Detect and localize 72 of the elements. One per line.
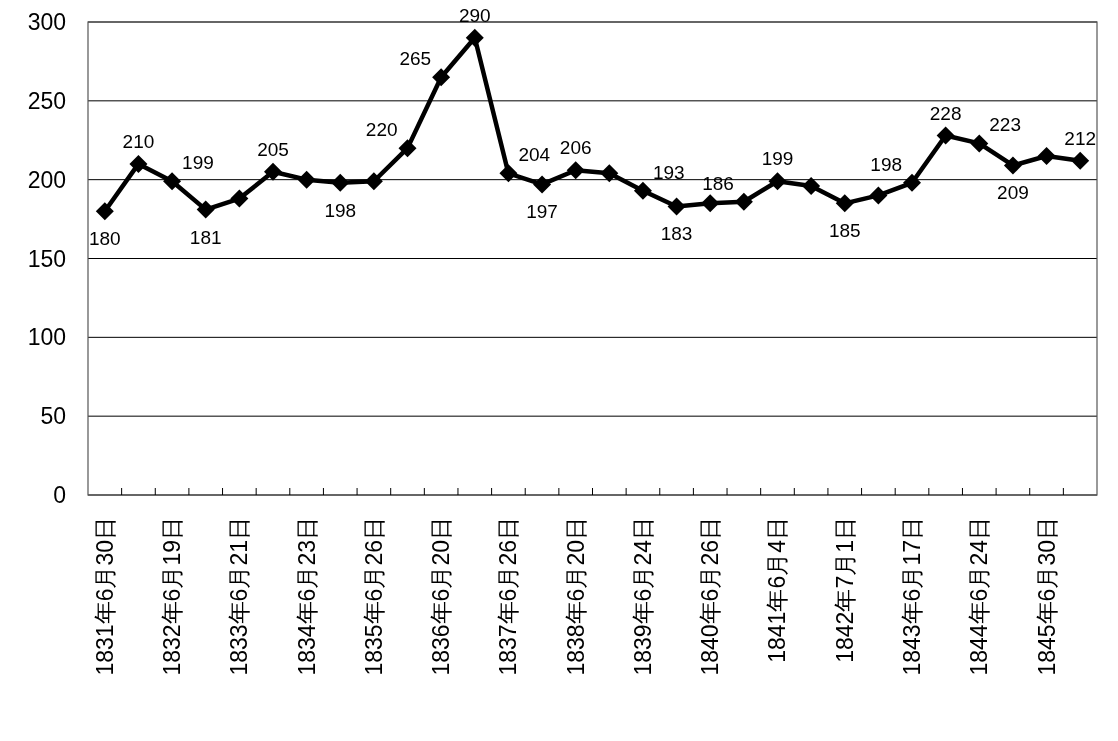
point xyxy=(802,176,821,195)
y-tick-label: 150 xyxy=(27,245,66,272)
point xyxy=(970,134,989,153)
data-label: 223 xyxy=(989,114,1021,136)
y-tick-label: 0 xyxy=(53,482,66,508)
x-tick-label: 1845年6月30日 xyxy=(1033,517,1060,676)
x-tick-label: 1835年6月26日 xyxy=(360,517,387,676)
x-tick-label: 1839年6月24日 xyxy=(629,517,656,676)
point xyxy=(566,161,585,180)
data-label: 180 xyxy=(88,228,121,250)
point xyxy=(1037,147,1056,166)
point xyxy=(230,189,249,208)
x-tick-label: 1844年6月24日 xyxy=(966,517,993,676)
point xyxy=(331,173,350,192)
x-tick-label: 1838年6月20日 xyxy=(562,517,589,676)
data-label: 209 xyxy=(997,182,1029,204)
point xyxy=(398,139,417,158)
x-tick-label: 1834年6月23日 xyxy=(293,517,320,676)
point xyxy=(903,173,922,192)
point xyxy=(95,202,114,221)
point xyxy=(163,172,182,191)
point xyxy=(835,194,854,213)
data-label: 183 xyxy=(660,223,693,245)
x-tick-label: 1837年6月26日 xyxy=(495,517,522,676)
point xyxy=(129,154,148,173)
point xyxy=(869,186,888,205)
x-tick-label: 1831年6月30日 xyxy=(91,517,118,676)
point xyxy=(701,194,720,213)
data-label: 197 xyxy=(526,201,558,223)
point xyxy=(432,68,451,87)
data-label: 198 xyxy=(324,199,357,221)
x-tick-label: 1833年6月21日 xyxy=(226,517,253,676)
data-label: 212 xyxy=(1064,127,1097,149)
data-label: 181 xyxy=(189,226,222,248)
y-tick-label: 200 xyxy=(27,166,66,193)
data-label: 220 xyxy=(365,119,398,141)
point xyxy=(667,197,686,216)
point xyxy=(465,28,484,47)
point xyxy=(633,181,652,200)
y-tick-label: 100 xyxy=(27,324,66,351)
point xyxy=(499,164,518,183)
data-label: 185 xyxy=(828,220,861,242)
y-tick-label: 300 xyxy=(27,9,66,35)
x-tick-label: 1841年6月4日 xyxy=(764,517,791,663)
data-label: 199 xyxy=(761,148,794,170)
point xyxy=(1003,156,1022,175)
point xyxy=(768,172,787,191)
x-tick-label: 1842年7月1日 xyxy=(831,517,858,663)
data-label: 265 xyxy=(399,48,432,70)
data-label: 204 xyxy=(518,144,551,166)
point xyxy=(297,170,316,189)
point xyxy=(734,192,753,211)
data-label: 228 xyxy=(929,102,962,124)
point xyxy=(263,162,282,181)
point xyxy=(936,126,955,145)
y-tick-label: 50 xyxy=(40,403,66,430)
data-label: 290 xyxy=(458,4,491,26)
x-tick-label: 1840年6月26日 xyxy=(697,517,724,676)
data-label: 193 xyxy=(652,161,685,183)
point xyxy=(533,175,552,194)
x-tick-label: 1832年6月19日 xyxy=(159,517,186,676)
data-label: 210 xyxy=(122,130,155,152)
data-label: 205 xyxy=(257,138,289,160)
point xyxy=(1071,151,1090,170)
x-tick-label: 1843年6月17日 xyxy=(899,517,926,676)
point xyxy=(196,200,215,219)
y-tick-label: 250 xyxy=(27,87,66,114)
data-label: 198 xyxy=(870,153,903,175)
data-label: 206 xyxy=(559,137,592,159)
data-label: 199 xyxy=(182,152,214,174)
x-tick-label: 1836年6月20日 xyxy=(428,517,455,676)
point xyxy=(600,164,619,183)
